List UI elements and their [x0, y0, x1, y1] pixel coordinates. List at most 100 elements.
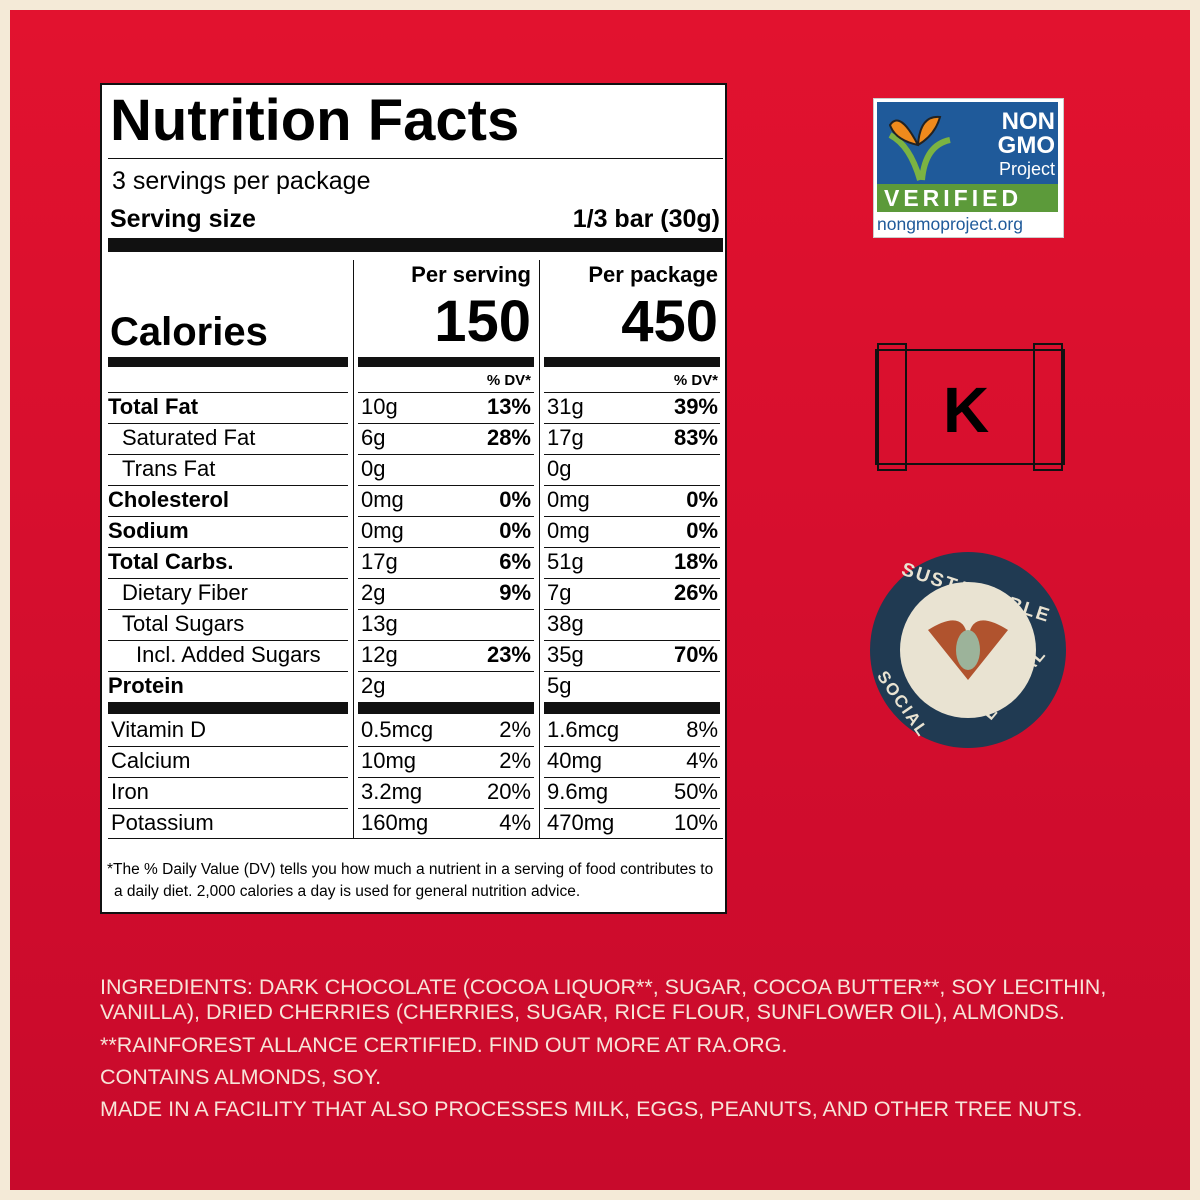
rule [358, 609, 534, 610]
package-dv: 83% [673, 425, 718, 450]
serving-amount: 17g [361, 549, 398, 574]
rule [544, 777, 720, 778]
serving-amount: 0.5mcg [361, 717, 434, 742]
calories-label: Calories [110, 310, 268, 354]
rule [544, 547, 720, 548]
per-serving: Per serving [411, 262, 531, 287]
nutrient-name: Total Fat [108, 394, 199, 419]
rule [544, 454, 720, 455]
vitamin-name: Calcium [111, 748, 191, 773]
rule [108, 838, 723, 839]
serving-amount: 13g [361, 611, 398, 636]
rule [358, 547, 534, 548]
rule [358, 640, 534, 641]
rule [544, 423, 720, 424]
package-amount: 470mg [547, 810, 615, 835]
serving-amount: 0mg [361, 487, 404, 512]
package-dv: 8% [686, 717, 718, 742]
per-package: Per package [588, 262, 718, 287]
nutrient-name: Dietary Fiber [122, 580, 248, 605]
package-amount: 0mg [547, 518, 590, 543]
package-dv: 10% [673, 810, 718, 835]
serving-amount: 2g [361, 580, 386, 605]
nutrient-name: Protein [108, 673, 184, 698]
package-dv: 0% [686, 487, 718, 512]
rule [108, 671, 348, 672]
rule [108, 702, 348, 714]
serving-amount: 6g [361, 425, 386, 450]
package-dv: 50% [673, 779, 718, 804]
package-dv: 39% [673, 394, 718, 419]
rule [358, 671, 534, 672]
ingredients-line: VANILLA), DRIED CHERRIES (CHERRIES, SUGA… [100, 1000, 1065, 1024]
non-gmo-verified: VERIFIED [884, 185, 1023, 211]
rule [108, 640, 348, 641]
rule [358, 357, 534, 367]
package-amount: 0mg [547, 487, 590, 512]
rule [358, 578, 534, 579]
ingredients-line: CONTAINS ALMONDS, SOY. [100, 1065, 382, 1089]
rule [358, 485, 534, 486]
rule [544, 392, 720, 393]
serving-amount: 3.2mg [361, 779, 423, 804]
serving-dv: 6% [499, 549, 531, 574]
serving-amount: 160mg [361, 810, 429, 835]
rule [108, 746, 348, 747]
non-gmo-url: nongmoproject.org [877, 214, 1023, 234]
rule [108, 454, 348, 455]
non-gmo-text: Project [998, 159, 1055, 179]
butterfly-icon [888, 115, 951, 181]
dv-header: % DV* [673, 372, 718, 389]
rule [108, 578, 348, 579]
nutrient-name: Total Carbs. [108, 549, 234, 574]
nutrient-name: Cholesterol [108, 487, 230, 512]
serving-dv: 9% [499, 580, 531, 605]
serving-amount: 0mg [361, 518, 404, 543]
label-title: Nutrition Facts [110, 88, 520, 153]
rule [108, 609, 348, 610]
package-dv: 26% [673, 580, 718, 605]
rule [358, 392, 534, 393]
rule [358, 702, 534, 714]
rule [358, 423, 534, 424]
serving-dv: 23% [486, 642, 531, 667]
kosher-k: K [943, 374, 990, 446]
rule [358, 454, 534, 455]
rule [108, 238, 723, 252]
sustainable-badge [870, 552, 1066, 748]
rule [108, 158, 723, 159]
package-amount: 7g [547, 580, 572, 605]
vitamin-name: Vitamin D [111, 717, 206, 742]
rule [108, 547, 348, 548]
package-dv: 70% [673, 642, 718, 667]
footnote: *The % Daily Value (DV) tells you how mu… [107, 861, 714, 878]
rule [353, 260, 354, 838]
serving-amount: 10mg [361, 748, 417, 773]
serving-amount: 12g [361, 642, 398, 667]
serving-dv: 28% [486, 425, 531, 450]
nutrient-name: Total Sugars [122, 611, 245, 636]
serving-dv: 2% [499, 748, 531, 773]
package-amount: 17g [547, 425, 584, 450]
rule [544, 578, 720, 579]
rule [358, 808, 534, 809]
calories-package: 450 [621, 289, 718, 354]
package-dv: 0% [686, 518, 718, 543]
package-amount: 1.6mcg [547, 717, 620, 742]
serving-size-value: 1/3 bar (30g) [572, 205, 720, 233]
ingredients-line: **RAINFOREST ALLANCE CERTIFIED. FIND OUT… [100, 1033, 788, 1057]
calories-serving: 150 [434, 289, 531, 354]
package-amount: 40mg [547, 748, 603, 773]
rule [544, 671, 720, 672]
package-dv: 4% [686, 748, 718, 773]
rule [108, 423, 348, 424]
rule [108, 516, 348, 517]
nutrient-name: Incl. Added Sugars [136, 642, 321, 667]
serving-amount: 0g [361, 456, 386, 481]
package-amount: 35g [547, 642, 584, 667]
serving-dv: 0% [499, 487, 531, 512]
rule [544, 357, 720, 367]
package-dv: 18% [673, 549, 718, 574]
serving-amount: 10g [361, 394, 398, 419]
